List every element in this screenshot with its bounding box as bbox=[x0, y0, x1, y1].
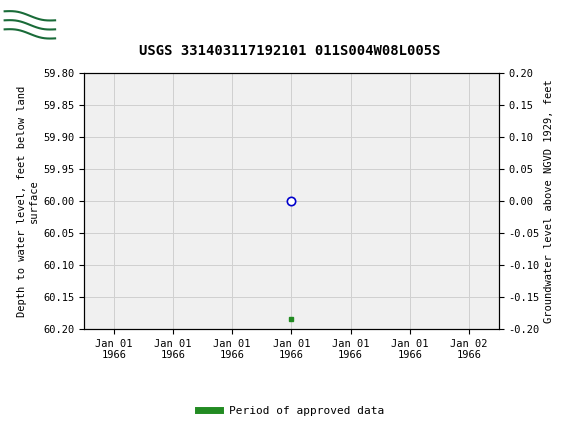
Legend: Period of approved data: Period of approved data bbox=[194, 402, 389, 421]
Bar bbox=[3, 3, 58, 42]
Y-axis label: Groundwater level above NGVD 1929, feet: Groundwater level above NGVD 1929, feet bbox=[544, 79, 554, 323]
Text: USGS: USGS bbox=[64, 13, 124, 32]
Y-axis label: Depth to water level, feet below land
surface: Depth to water level, feet below land su… bbox=[17, 86, 39, 316]
Text: USGS 331403117192101 011S004W08L005S: USGS 331403117192101 011S004W08L005S bbox=[139, 44, 441, 58]
